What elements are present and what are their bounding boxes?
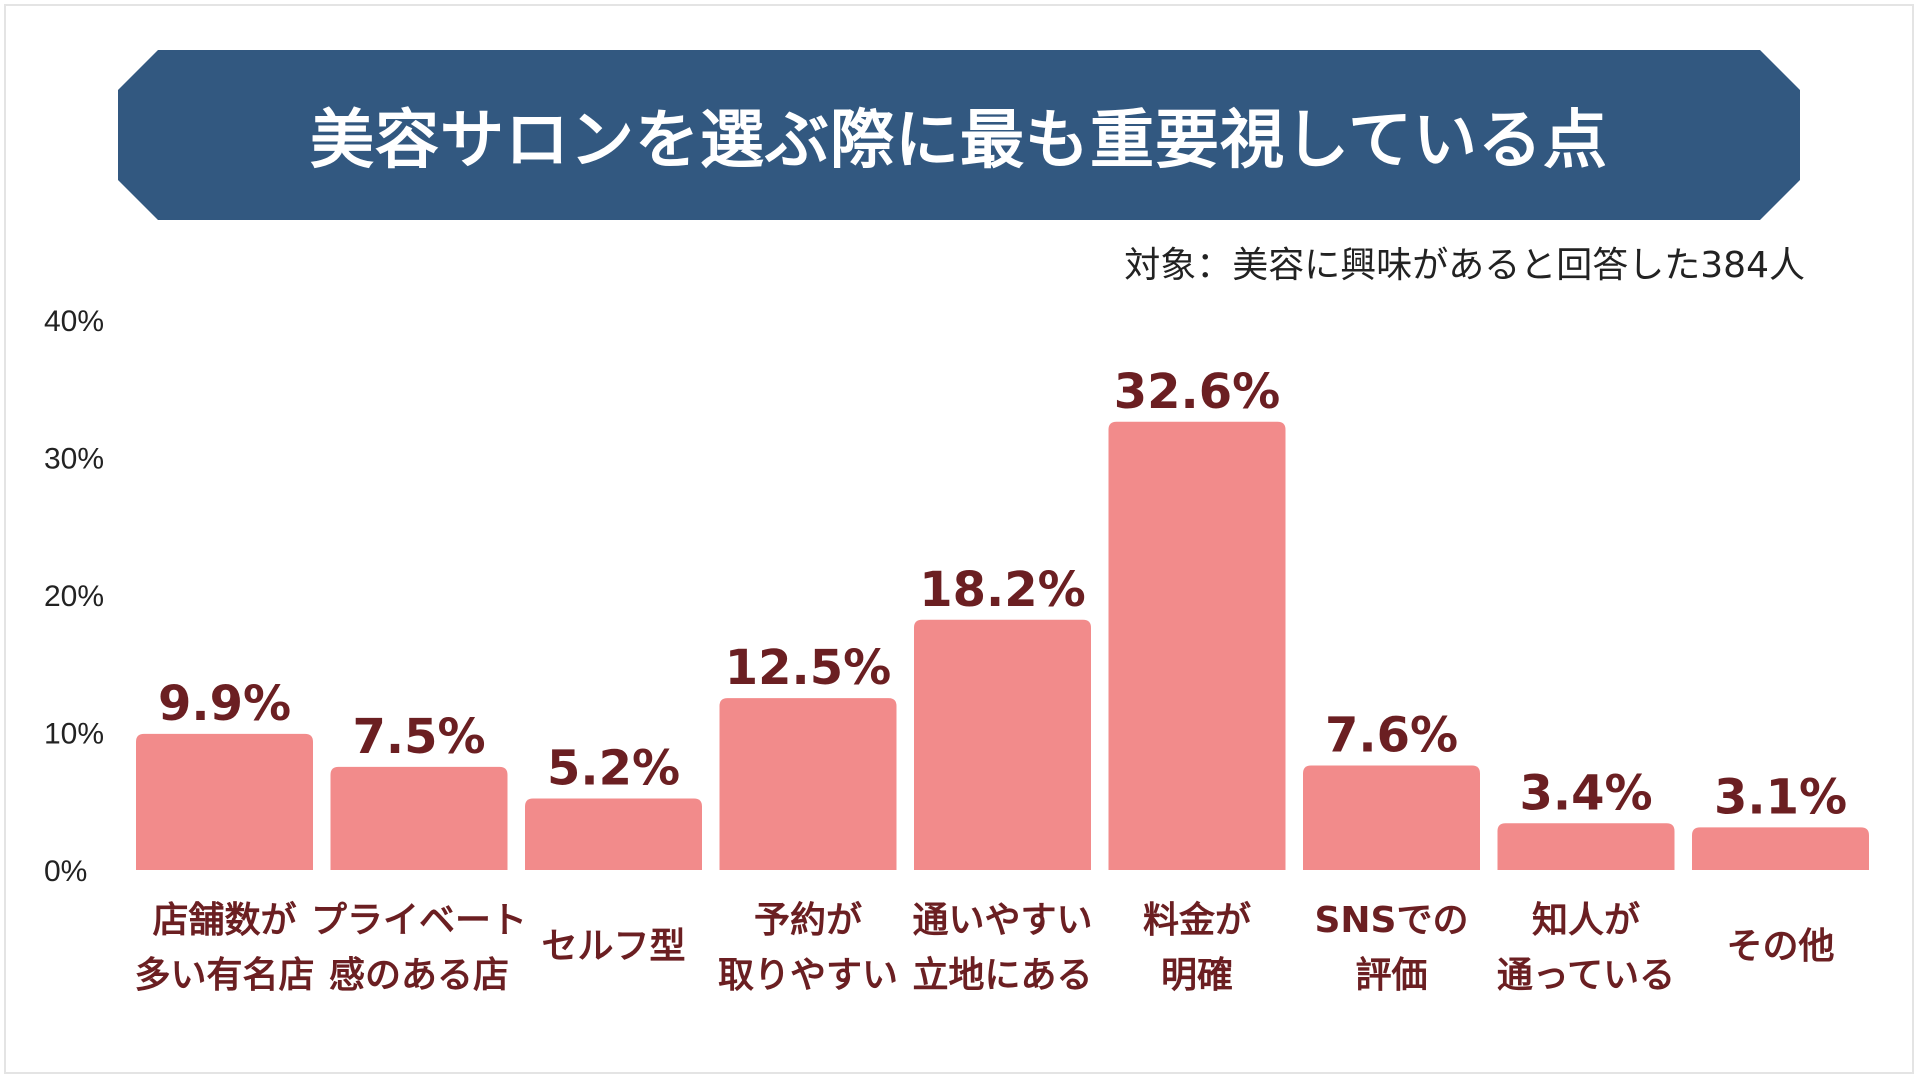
bar xyxy=(1303,765,1480,870)
bar-value-label: 7.5% xyxy=(352,709,485,765)
category-label: 料金が明確 xyxy=(1143,899,1251,996)
bar-value-label: 32.6% xyxy=(1114,364,1281,420)
y-tick-label: 40% xyxy=(44,305,104,338)
category-label-line: 知人が xyxy=(1532,900,1640,941)
category-label: 予約が取りやすい xyxy=(718,900,898,996)
category-label: 知人が通っている xyxy=(1497,900,1675,996)
y-tick-label: 30% xyxy=(44,443,104,476)
category-label: その他 xyxy=(1726,926,1834,967)
bar-value-label: 7.6% xyxy=(1325,708,1458,764)
category-label: プライベート感のある店 xyxy=(311,900,527,996)
category-label-line: 料金が xyxy=(1143,899,1251,941)
value-labels: 9.9% 7.5% 5.2% 12.5% 18.2% 32.6% 7.6% 3.4% 3.1% xyxy=(158,364,1847,826)
title-banner: 美容サロンを選ぶ際に最も重要視している点 xyxy=(118,50,1800,220)
category-label: 通いやすい立地にある xyxy=(912,900,1092,996)
bar xyxy=(914,619,1091,870)
category-label-line: 通っている xyxy=(1497,955,1675,996)
bar xyxy=(1108,421,1286,870)
y-tick-label: 0% xyxy=(44,855,87,888)
category-label-line: 予約が xyxy=(754,900,862,941)
y-axis: 0% 10% 20% 30% 40% xyxy=(44,305,104,888)
category-label-line: 通いやすい xyxy=(912,900,1092,941)
category-label-line: 明確 xyxy=(1161,955,1233,996)
category-label-line: SNSでの xyxy=(1315,900,1469,941)
bar xyxy=(330,766,508,870)
category-label-line: セルフ型 xyxy=(541,926,685,967)
bar-value-label: 5.2% xyxy=(547,741,680,797)
bar xyxy=(719,698,897,870)
bar-value-label: 18.2% xyxy=(919,562,1086,618)
category-labels: 店舗数が多い有名店プライベート感のある店セルフ型予約が取りやすい通いやすい立地に… xyxy=(134,899,1834,996)
bar-value-label: 9.9% xyxy=(158,676,291,732)
y-tick-label: 20% xyxy=(44,580,104,613)
category-label-line: プライベート xyxy=(311,900,527,941)
chart-subtitle: 対象：美容に興味があると回答した384人 xyxy=(1124,245,1805,286)
bar xyxy=(136,733,313,870)
category-label-line: 評価 xyxy=(1355,955,1427,996)
category-label-line: 店舗数が xyxy=(152,900,296,941)
category-label-line: 感のある店 xyxy=(329,955,509,996)
bars xyxy=(136,421,1869,870)
category-label: 店舗数が多い有名店 xyxy=(134,900,314,996)
bar xyxy=(1497,823,1675,870)
bar-value-label: 3.1% xyxy=(1714,769,1847,825)
bar-value-label: 12.5% xyxy=(725,640,892,696)
chart-title: 美容サロンを選ぶ際に最も重要視している点 xyxy=(309,104,1609,178)
category-label-line: 取りやすい xyxy=(718,955,898,996)
bar xyxy=(525,798,702,870)
category-label-line: 多い有名店 xyxy=(134,955,314,996)
category-label: セルフ型 xyxy=(541,926,685,967)
bar-value-label: 3.4% xyxy=(1519,765,1652,821)
bar xyxy=(1692,827,1869,870)
category-label: SNSでの評価 xyxy=(1315,900,1469,996)
category-label-line: 立地にある xyxy=(912,955,1092,996)
y-tick-label: 10% xyxy=(44,718,104,751)
category-label-line: その他 xyxy=(1726,926,1834,967)
